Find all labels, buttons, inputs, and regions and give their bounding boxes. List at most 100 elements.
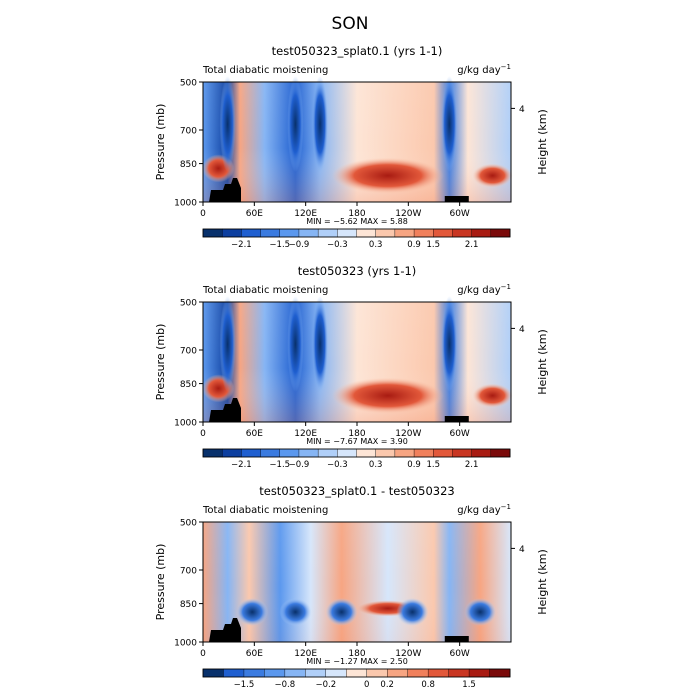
colorbar-swatch [471,448,492,458]
colorbar-label: −1.5 [269,240,290,250]
colorbar-swatch [243,668,265,678]
units-label: g/kg day−1 [457,503,511,516]
colorbar-swatch [490,228,511,238]
colorbar-swatch [366,668,388,678]
colorbar-swatch [394,448,415,458]
contour-field [202,296,513,422]
y-axis-label: Pressure (mb) [154,104,167,181]
negative-column-4 [441,296,458,392]
colorbar-label: 1.5 [462,680,476,690]
colorbar-label: −0.3 [327,460,348,470]
x-tick-label: 120W [395,429,421,439]
colorbar-label: 0 [364,680,369,690]
colorbar-swatch [468,668,491,678]
colorbar-swatch [433,448,453,458]
colorbar-frame [202,668,511,678]
x-tick-label: 120E [294,209,317,219]
colorbar-swatch [413,448,434,458]
colorbar: −2.1 −1.5−0.9 −0.3 0.3 0.9 1.5 2.1 [202,448,511,470]
colorbar-swatch [317,448,338,458]
colorbar-label: 0.9 [407,460,421,470]
colorbar-label: 0.8 [421,680,435,690]
y-axis-label: Pressure (mb) [154,544,167,621]
colorbar-swatch [452,448,473,458]
colorbar-label: 1.5 [426,240,440,250]
colorbar-label: −0.3 [327,240,348,250]
negative-region-3 [325,598,358,626]
colorbar-swatch [387,668,409,678]
colorbar-swatch [356,448,377,458]
y-axis-label: Pressure (mb) [154,324,167,401]
colorbar-swatch [490,448,511,458]
colorbar-label: −0.8 [275,680,296,690]
positive-region-east [472,163,513,188]
colorbar-label: −0.9 [289,240,310,250]
topography-africa [209,618,241,642]
y-tick-label: 700 [180,127,197,137]
y2-tick-label: 4 [519,545,525,555]
colorbar-swatch [317,228,338,238]
y-tick-label: 500 [180,299,197,309]
negative-region-2 [279,598,312,626]
colorbar-label: 2.1 [465,460,479,470]
negative-region-4 [396,598,429,626]
colorbar-label: −2.1 [231,460,252,470]
colorbar-frame [202,448,511,458]
negative-column-4 [441,76,458,172]
x-tick-label: 0 [200,649,206,659]
page-title: SON [332,14,369,34]
colorbar-label: 0.9 [407,240,421,250]
units-label: g/kg day−1 [457,63,511,76]
variable-label: Total diabatic moistening [202,285,328,296]
y-tick-label: 500 [180,79,197,89]
panel-title: test050323 (yrs 1-1) [298,264,417,278]
x-tick-label: 60W [449,649,469,659]
x-tick-label: 0 [200,429,206,439]
colorbar-swatch [264,668,286,678]
y2-axis-label: Height (km) [536,109,549,175]
colorbar-swatch [375,448,396,458]
negative-column-2 [287,296,304,392]
colorbar-label: 0.3 [369,240,383,250]
y2-axis-label: Height (km) [536,549,549,615]
colorbar-label: 0.3 [369,460,383,470]
units-label: g/kg day−1 [457,283,511,296]
contour-field [203,522,511,642]
colorbar-swatch [407,668,429,678]
colorbar-swatch [279,448,300,458]
colorbar-swatch [337,448,357,458]
negative-column-2 [287,76,304,172]
y2-tick-label: 4 [519,325,525,335]
colorbar: −1.5 −0.8 −0.2 0 0.2 0.8 1.5 [202,668,511,690]
y2-tick-label: 4 [519,105,525,115]
contour-field [202,76,513,202]
colorbar-label: 1.5 [426,460,440,470]
colorbar-swatch [337,228,357,238]
topography-andes [444,416,469,422]
min-max-stats: MIN = −1.27 MAX = 2.50 [306,657,408,666]
y-tick-label: 1000 [174,639,197,649]
x-tick-label: 0 [200,209,206,219]
y-tick-label: 850 [180,160,197,170]
colorbar-swatch [298,228,319,238]
colorbar-label: −1.5 [234,680,255,690]
colorbar-swatch [375,228,396,238]
colorbar-label: 2.1 [465,240,479,250]
x-tick-label: 180 [348,209,365,219]
negative-column-3 [312,76,329,172]
colorbar-swatch [298,448,319,458]
negative-column-1 [219,76,236,172]
colorbar-swatch [452,228,473,238]
y-tick-label: 850 [180,380,197,390]
x-tick-label: 60W [449,209,469,219]
topography-andes [444,196,469,202]
colorbar-label: −0.9 [289,460,310,470]
y-tick-label: 850 [180,600,197,610]
x-tick-label: 60E [246,649,263,659]
colorbar-swatch [202,668,224,678]
panel-title: test050323_splat0.1 - test050323 [259,484,455,498]
colorbar-swatch [413,228,434,238]
x-tick-label: 180 [348,649,365,659]
variable-label: Total diabatic moistening [202,65,328,76]
colorbar-swatch [241,228,262,238]
